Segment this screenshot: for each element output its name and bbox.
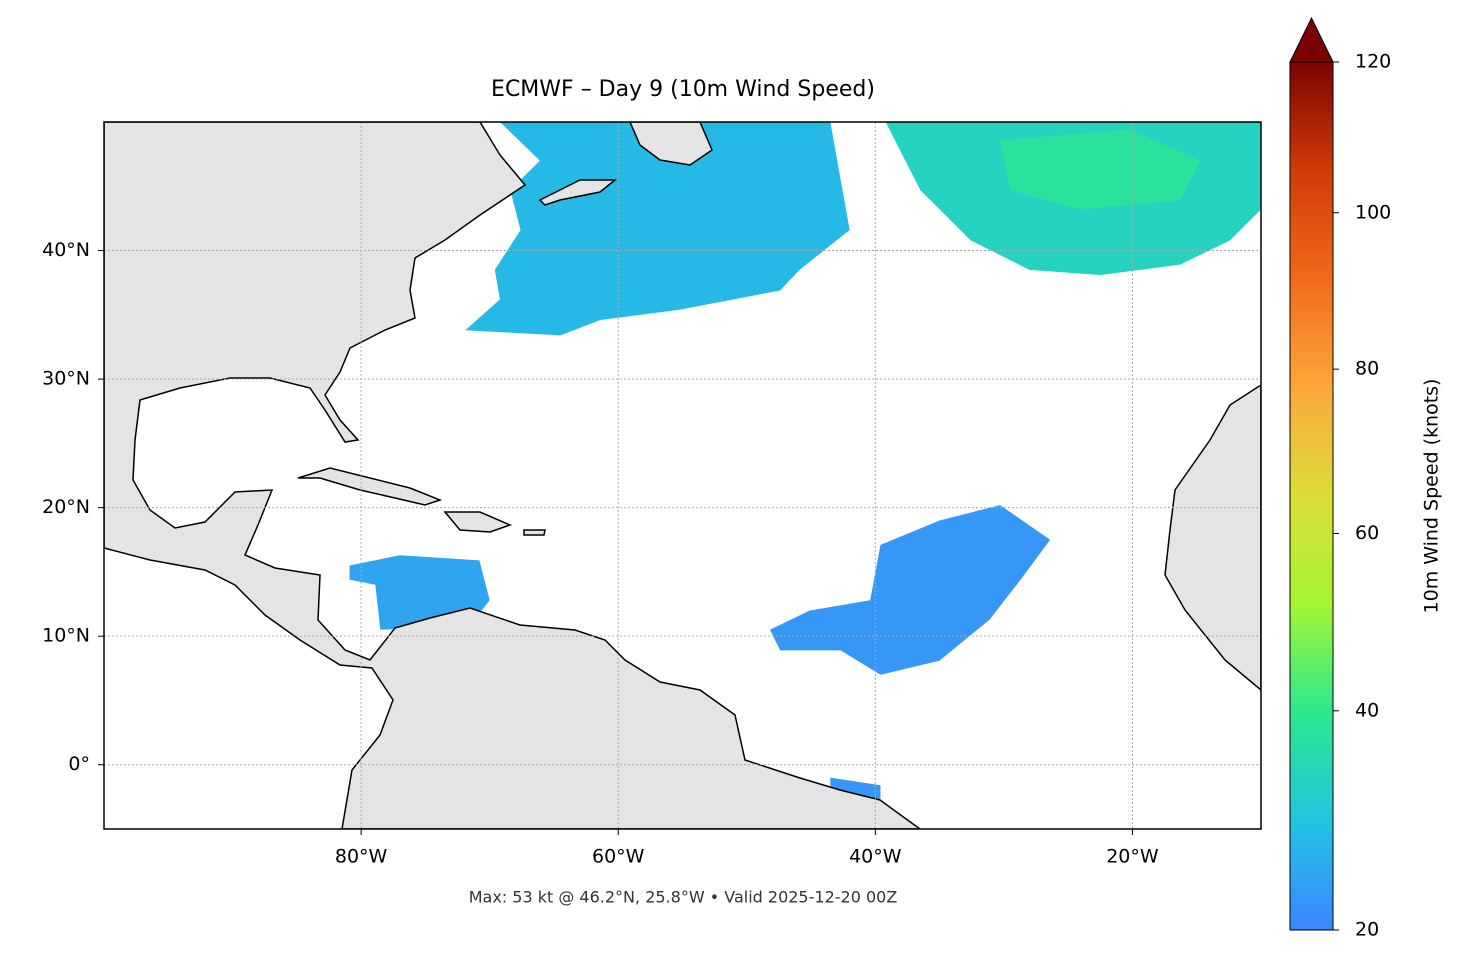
nova-scotia	[538, 179, 618, 206]
africa	[1164, 384, 1261, 691]
cuba	[297, 467, 443, 506]
y-tick-label: 0°	[68, 753, 90, 775]
newfoundland	[629, 122, 713, 166]
axes: 80°W 60°W 40°W 20°W 0° 10°N 20°N 30°N 40°N	[42, 239, 1159, 867]
land	[104, 122, 1261, 829]
colorbar-tick-label: 40	[1355, 699, 1379, 721]
x-tick-label: 20°W	[1106, 846, 1159, 868]
plot-frame	[103, 121, 1262, 830]
colorbar-scale	[1290, 62, 1333, 930]
x-tick-label: 40°W	[849, 846, 902, 868]
wind-region	[465, 122, 850, 336]
colorbar-tick-label: 80	[1355, 358, 1379, 380]
grid	[104, 122, 1261, 829]
colorbar-tick-label: 20	[1355, 919, 1379, 941]
map	[104, 122, 1261, 829]
x-tick-label: 80°W	[335, 846, 388, 868]
colorbar-extension	[1289, 16, 1334, 63]
wind-region	[1000, 129, 1201, 210]
footnote: Max: 53 kt @ 46.2°N, 25.8°W • Valid 2025…	[469, 888, 898, 907]
colorbar-frame	[1289, 61, 1334, 931]
y-tick-label: 10°N	[42, 625, 90, 647]
chart-title: ECMWF – Day 9 (10m Wind Speed)	[491, 77, 875, 102]
colorbar-tick-label: 100	[1355, 201, 1391, 223]
colorbar-tick-label: 120	[1355, 51, 1391, 73]
y-tick-label: 40°N	[42, 239, 90, 261]
colorbar-tick-label: 60	[1355, 522, 1379, 544]
wind-region	[769, 505, 1051, 675]
y-tick-label: 20°N	[42, 496, 90, 518]
colorbar: 20 40 60 80 100 120	[1289, 16, 1391, 941]
colorbar-label: 10m Wind Speed (knots)	[1421, 379, 1443, 614]
wind-field	[349, 122, 1261, 800]
hispaniola	[443, 511, 513, 533]
x-tick-label: 60°W	[592, 846, 645, 868]
puerto-rico	[523, 529, 546, 536]
y-tick-label: 30°N	[42, 368, 90, 390]
americas	[104, 122, 922, 829]
